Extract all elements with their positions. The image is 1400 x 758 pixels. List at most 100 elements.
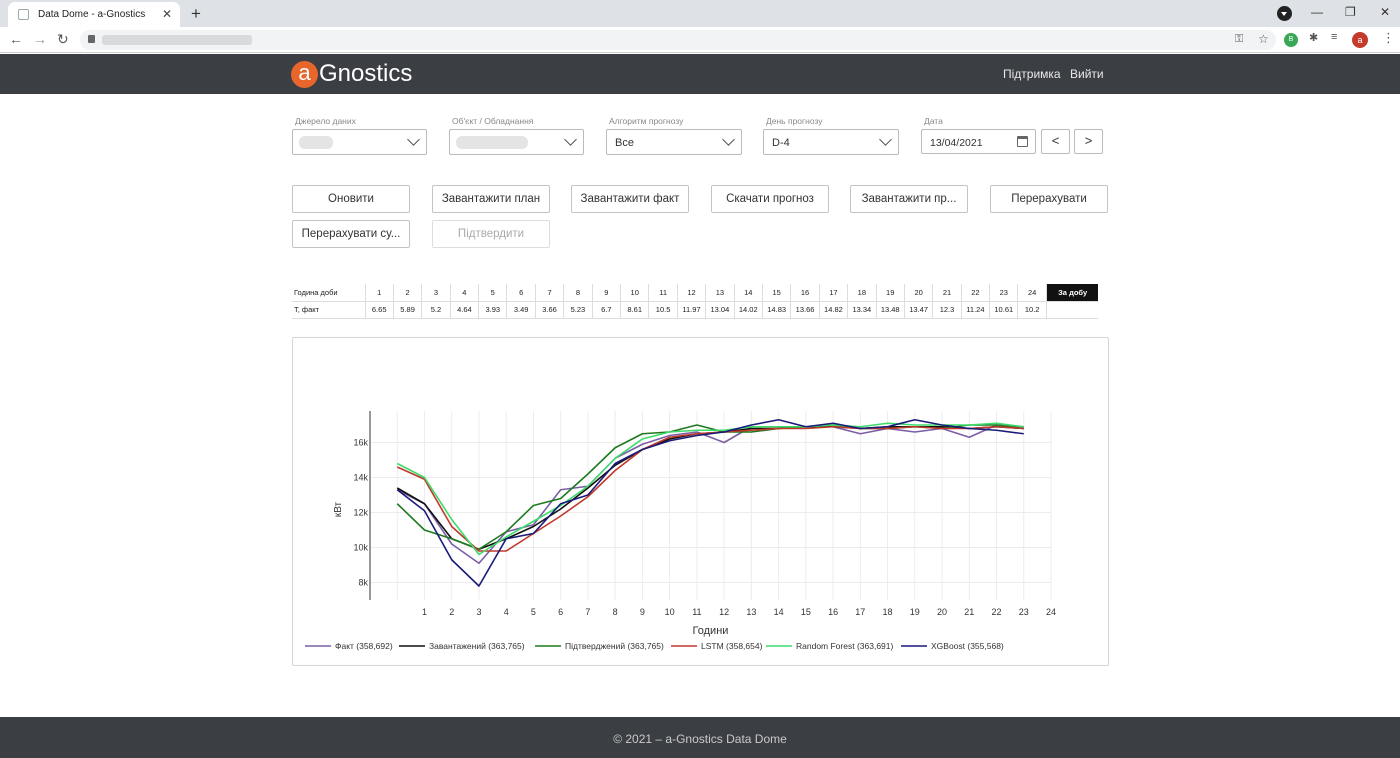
y-tick-label: 12k	[353, 508, 368, 518]
table-row: Т, факт 6.65 5.89 5.2 4.64 3.93 3.49 3.66 5.23 6…	[292, 301, 1099, 319]
hour-header-cell: 23	[989, 284, 1018, 302]
y-tick-label: 16k	[353, 438, 368, 448]
chart-panel: 8k 10k 12k 14k 16k 1 2 3 4 5 6 7 8 9 10 11 12 13 14 15 16 17 1…	[292, 337, 1109, 666]
hour-value-cell: 13.66	[790, 301, 820, 319]
x-tick-label: 22	[992, 607, 1002, 617]
next-date-button[interactable]: >	[1074, 129, 1103, 154]
x-tick-label: 11	[692, 607, 701, 617]
x-tick-label: 4	[504, 607, 509, 617]
hour-value-cell: 6.7	[591, 301, 621, 319]
hour-value-cell: 6.65	[364, 301, 394, 319]
close-window-button[interactable]: ✕	[1380, 5, 1391, 19]
forecast-day-value: D-4	[772, 137, 790, 149]
bookmark-star-icon[interactable]: ☆	[1258, 32, 1269, 46]
hour-value-cell: 11.24	[960, 301, 990, 319]
browser-tab[interactable]: Data Dome - a-Gnostics ✕	[8, 2, 180, 27]
forecast-day-select[interactable]: D-4	[763, 129, 899, 155]
app-header: a Gnostics Підтримка Вийти	[0, 54, 1400, 94]
x-tick-label: 20	[937, 607, 947, 617]
tab-close-icon[interactable]: ✕	[161, 7, 172, 21]
load-plan-button[interactable]: Завантажити план	[432, 185, 550, 213]
date-input[interactable]: 13/04/2021	[921, 129, 1036, 154]
hour-header-cell: 10	[620, 284, 649, 302]
key-icon[interactable]: ⚿	[1235, 33, 1244, 45]
y-tick-label: 8k	[358, 578, 368, 588]
algorithm-select[interactable]: Все	[606, 129, 742, 155]
hour-header-cell: 18	[847, 284, 877, 302]
load-pr-button[interactable]: Завантажити пр...	[850, 185, 968, 213]
day-total-header: За добу	[1045, 284, 1099, 302]
load-fact-button[interactable]: Завантажити факт	[571, 185, 689, 213]
extension-badge-icon[interactable]: B	[1284, 33, 1298, 47]
hour-header-cell: 16	[790, 284, 820, 302]
x-tick-label: 8	[613, 607, 618, 617]
x-tick-label: 7	[585, 607, 590, 617]
object-select[interactable]	[449, 129, 584, 155]
legend-item: XGBoost (355,568)	[931, 641, 1004, 651]
legend-item: Факт (358,692)	[335, 641, 393, 651]
support-link[interactable]: Підтримка	[1003, 67, 1061, 81]
minimize-button[interactable]: —	[1311, 5, 1323, 19]
series-line	[396, 422, 1024, 556]
y-axis-title: кВт	[333, 501, 344, 517]
x-tick-label: 15	[801, 607, 811, 617]
media-control-icon[interactable]: ≡	[1331, 31, 1338, 43]
browser-menu-icon[interactable]: ⋮	[1382, 30, 1395, 45]
forward-button[interactable]: →	[33, 31, 47, 47]
footer: © 2021 – a-Gnostics Data Dome	[0, 717, 1400, 758]
extensions-icon[interactable]: ✱	[1309, 32, 1319, 44]
hour-value-cell: 10.5	[648, 301, 678, 319]
hour-header-cell: 7	[534, 284, 564, 302]
algorithm-label: Алгоритм прогнозу	[609, 116, 684, 126]
hour-value-cell: 3.49	[506, 301, 536, 319]
hour-value-cell: 4.64	[449, 301, 479, 319]
calendar-icon[interactable]	[1017, 136, 1028, 147]
date-value: 13/04/2021	[930, 137, 983, 149]
source-select[interactable]	[292, 129, 427, 155]
hour-value-cell: 3.93	[478, 301, 507, 319]
source-label: Джерело даних	[295, 116, 356, 126]
hour-value-cell: 10.61	[989, 301, 1018, 319]
hour-value-cell: 13.47	[903, 301, 933, 319]
download-forecast-button[interactable]: Скачати прогноз	[711, 185, 829, 213]
series-line	[396, 424, 1024, 565]
chevron-down-icon	[564, 133, 577, 146]
legend-item: Random Forest (363,691)	[796, 641, 893, 651]
day-total-cell	[1045, 301, 1099, 319]
object-label: Об'єкт / Обладнання	[452, 116, 534, 126]
y-tick-label: 14k	[353, 473, 368, 483]
hour-header-cell: 6	[506, 284, 536, 302]
series-line	[396, 418, 1024, 587]
address-bar[interactable]: ⚿ ☆	[80, 30, 1276, 50]
hour-value-cell: 14.83	[761, 301, 791, 319]
hour-value-cell: 13.48	[875, 301, 905, 319]
lock-icon	[88, 35, 95, 43]
restore-button[interactable]: ❐	[1345, 5, 1356, 19]
footer-text: © 2021 – a-Gnostics Data Dome	[613, 732, 787, 746]
legend-item: Підтверджений (363,765)	[565, 641, 664, 651]
prev-date-button[interactable]: <	[1041, 129, 1070, 154]
profile-avatar[interactable]: a	[1352, 32, 1368, 48]
hour-header-cell: 19	[875, 284, 905, 302]
recalculate-su-button[interactable]: Перерахувати су...	[292, 220, 410, 248]
confirm-button[interactable]: Підтвердити	[432, 220, 550, 248]
hour-header-cell: 11	[648, 284, 678, 302]
tab-search-icon[interactable]	[1277, 6, 1292, 21]
table-row-label: Т, факт	[292, 301, 365, 319]
back-button[interactable]: ←	[9, 31, 23, 47]
recalculate-button[interactable]: Перерахувати	[990, 185, 1108, 213]
new-tab-button[interactable]: +	[191, 4, 201, 23]
refresh-button[interactable]: Оновити	[292, 185, 410, 213]
hour-value-cell: 11.97	[676, 301, 706, 319]
table-header-row: Година доби 1 2 3 4 5 6 7 8 9 10 11 12 13 14 15 16 17 18 1…	[292, 284, 1099, 302]
favicon-icon	[18, 9, 29, 20]
hour-header-cell: 13	[705, 284, 735, 302]
logout-link[interactable]: Вийти	[1070, 67, 1104, 81]
x-tick-label: 17	[855, 607, 865, 617]
x-tick-label: 3	[476, 607, 481, 617]
reload-button[interactable]: ↻	[57, 31, 69, 47]
hour-header-cell: 4	[449, 284, 479, 302]
x-tick-label: 6	[558, 607, 563, 617]
series-line	[396, 424, 1024, 551]
